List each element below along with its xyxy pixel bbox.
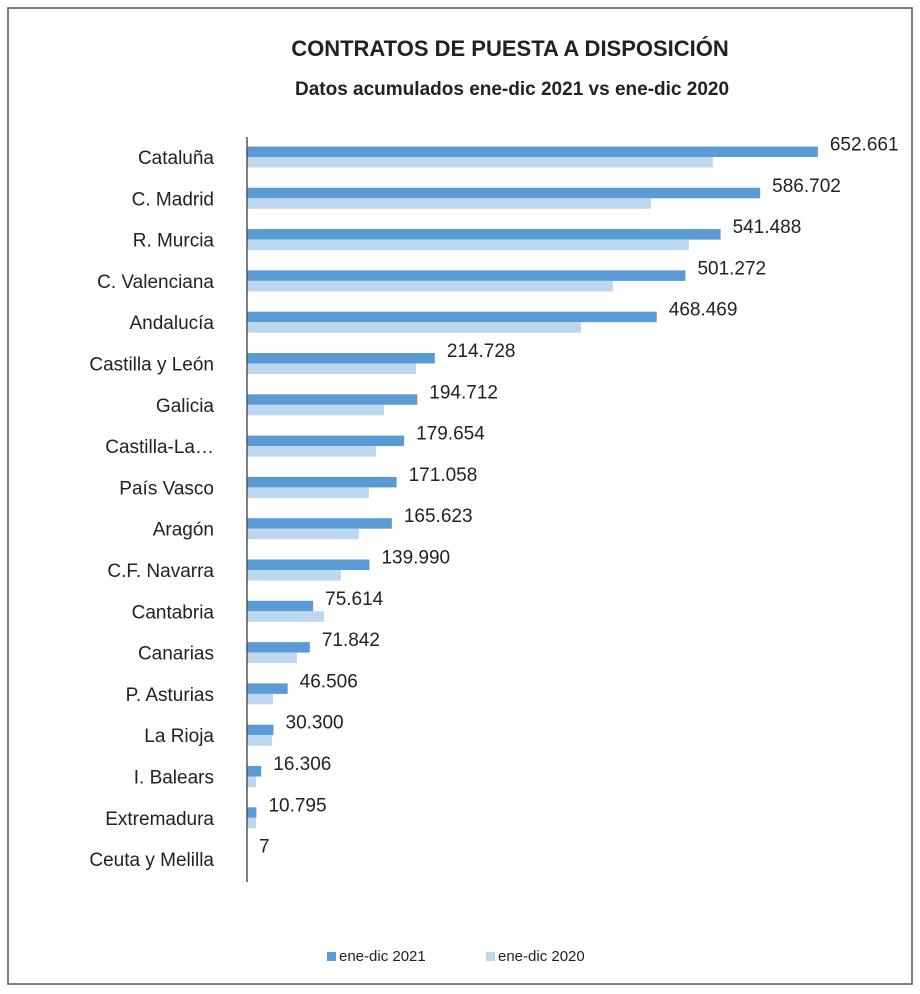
bar: [247, 653, 297, 664]
y-tick-label: C.F. Navarra: [107, 561, 214, 582]
data-label: 194.712: [429, 382, 498, 403]
bar: [247, 394, 417, 405]
legend-label: ene-dic 2021: [339, 948, 426, 965]
bar: [247, 312, 657, 323]
legend-swatch: [327, 952, 336, 961]
y-tick-label: Galicia: [156, 396, 215, 417]
bar: [247, 570, 341, 581]
y-tick-label: Andalucía: [129, 313, 214, 334]
bar: [247, 611, 324, 622]
bar: [247, 683, 288, 694]
data-label: 46.506: [300, 671, 358, 692]
bar: [247, 322, 581, 333]
bar: [247, 487, 369, 498]
y-tick-label: P. Asturias: [126, 685, 214, 706]
bar: [247, 281, 613, 292]
y-tick-label: Cantabria: [132, 602, 215, 623]
bar: [247, 777, 256, 788]
data-label: 652.661: [830, 135, 899, 156]
y-tick-label: R. Murcia: [133, 231, 215, 252]
legend-swatch: [486, 952, 495, 961]
y-tick-label: País Vasco: [119, 478, 214, 499]
y-tick-label: I. Balears: [134, 768, 214, 789]
bar: [247, 198, 651, 209]
y-tick-label: Ceuta y Melilla: [89, 850, 214, 871]
bar: [247, 353, 435, 364]
y-tick-label: Canarias: [138, 644, 214, 665]
y-tick-label: Castilla-La…: [105, 437, 214, 458]
y-tick-label: C. Madrid: [132, 189, 214, 210]
bar: [247, 188, 760, 199]
data-label: 214.728: [447, 341, 516, 362]
data-label: 468.469: [669, 300, 738, 321]
bar: [247, 807, 256, 818]
bar: [247, 240, 689, 251]
data-label: 71.842: [322, 630, 380, 651]
bar: [247, 229, 721, 240]
legend-label: ene-dic 2020: [498, 948, 585, 965]
bar: [247, 147, 818, 158]
chart-subtitle: Datos acumulados ene-dic 2021 vs ene-dic…: [295, 79, 729, 100]
bar: [247, 642, 310, 653]
data-label: 7: [259, 837, 270, 858]
bar: [247, 560, 369, 571]
bar: [247, 694, 273, 705]
data-label: 586.702: [772, 176, 841, 197]
data-label: 165.623: [404, 506, 473, 527]
bar: [247, 818, 256, 829]
y-tick-label: Cataluña: [138, 148, 214, 169]
bar: [247, 477, 397, 488]
y-tick-label: Castilla y León: [89, 355, 214, 376]
data-label: 541.488: [733, 217, 802, 238]
data-label: 30.300: [286, 713, 344, 734]
bar: [247, 725, 274, 736]
bar: [247, 735, 272, 746]
bar: [247, 518, 392, 529]
y-tick-label: Extremadura: [105, 809, 214, 830]
data-label: 16.306: [273, 754, 331, 775]
data-label: 139.990: [381, 548, 450, 569]
data-label: 75.614: [325, 589, 384, 610]
bar: [247, 270, 685, 281]
bar: [247, 436, 404, 447]
bar: [247, 157, 713, 168]
bar: [247, 766, 261, 777]
y-tick-label: C. Valenciana: [97, 272, 214, 293]
bar: [247, 364, 416, 375]
data-label: 179.654: [416, 424, 485, 445]
bar: [247, 446, 376, 457]
bar: [247, 529, 359, 540]
bar: [247, 405, 384, 416]
y-tick-label: Aragón: [153, 520, 214, 541]
data-label: 171.058: [409, 465, 478, 486]
data-label: 501.272: [697, 258, 766, 279]
data-label: 10.795: [268, 795, 326, 816]
chart-title: CONTRATOS DE PUESTA A DISPOSICIÓN: [291, 36, 729, 61]
bar: [247, 601, 313, 612]
y-tick-label: La Rioja: [144, 726, 214, 747]
